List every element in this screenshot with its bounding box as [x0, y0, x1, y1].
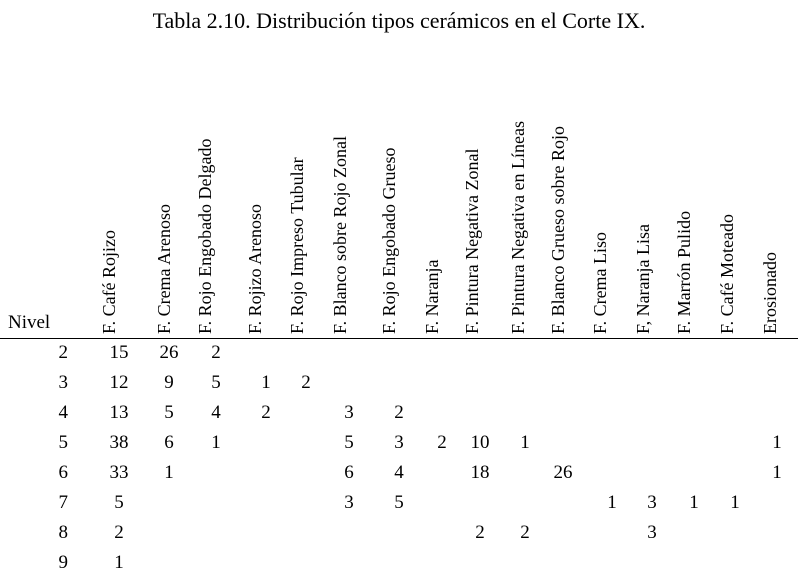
count-cell: 3 [394, 432, 404, 453]
count-cell: 33 [109, 462, 129, 483]
table-title: Tabla 2.10. Distribución tipos cerámicos… [152, 8, 646, 33]
count-cell: 1 [211, 432, 221, 453]
count-cell: 1 [772, 432, 782, 453]
nivel-cell: 8 [58, 522, 69, 543]
count-cell: 3 [344, 402, 354, 423]
column-header: F. Rojo Engobado Delgado [195, 138, 215, 334]
column-header: Erosionado [760, 252, 780, 334]
count-cell: 4 [394, 462, 404, 483]
count-cell: 1 [772, 462, 782, 483]
nivel-cell: 2 [58, 342, 69, 363]
column-header: F. Naranja [422, 259, 442, 334]
nivel-column-header: Nivel [8, 312, 51, 333]
nivel-cell: 3 [58, 372, 69, 393]
table-row: 2 15 26 2 [0, 342, 798, 368]
count-cell: 2 [437, 432, 447, 453]
count-cell: 5 [344, 432, 354, 453]
count-cell: 13 [109, 402, 129, 423]
table-row: 3 12 9 5 1 2 [0, 372, 798, 398]
nivel-cell: 9 [58, 552, 69, 573]
count-cell: 1 [164, 462, 174, 483]
column-header: F. Marrón Pulido [674, 210, 694, 334]
count-cell: 1 [689, 492, 699, 513]
count-cell: 15 [109, 342, 129, 363]
count-cell: 10 [470, 432, 490, 453]
count-cell: 12 [109, 372, 129, 393]
count-cell: 5 [394, 492, 404, 513]
nivel-cell: 4 [58, 402, 69, 423]
header-rule [0, 338, 798, 339]
count-cell: 9 [164, 372, 174, 393]
column-header: F. Café Rojizo [99, 229, 119, 334]
count-cell: 1 [114, 552, 124, 573]
count-cell: 5 [164, 402, 174, 423]
column-header: F. Café Moteado [717, 213, 737, 334]
count-cell: 4 [211, 402, 221, 423]
count-cell: 1 [730, 492, 740, 513]
count-cell: 6 [344, 462, 354, 483]
table-row: 7 5 3 5 1 3 1 1 [0, 492, 798, 518]
count-cell: 26 [553, 462, 573, 483]
count-cell: 3 [344, 492, 354, 513]
nivel-cell: 5 [58, 432, 69, 453]
count-cell: 2 [520, 522, 530, 543]
table-row: 4 13 5 4 2 3 2 [0, 402, 798, 428]
column-header: F. Blanco Grueso sobre Rojo [548, 125, 568, 334]
count-cell: 1 [520, 432, 530, 453]
column-header: F. Pintura Negativa en Líneas [508, 120, 528, 334]
count-cell: 1 [607, 492, 617, 513]
column-header: F. Crema Liso [590, 231, 610, 334]
count-cell: 3 [647, 522, 657, 543]
nivel-cell: 6 [58, 462, 69, 483]
count-cell: 3 [647, 492, 657, 513]
count-cell: 2 [394, 402, 404, 423]
count-cell: 2 [475, 522, 485, 543]
column-header: F. Crema Arenoso [154, 203, 174, 334]
count-cell: 5 [211, 372, 221, 393]
count-cell: 26 [159, 342, 179, 363]
count-cell: 1 [261, 372, 271, 393]
count-cell: 6 [164, 432, 174, 453]
count-cell: 2 [114, 522, 124, 543]
column-header: F, Naranja Lisa [633, 223, 653, 334]
count-cell: 2 [211, 342, 221, 363]
table-row: 6 33 1 6 4 18 26 1 [0, 462, 798, 488]
count-cell: 38 [109, 432, 129, 453]
count-cell: 18 [470, 462, 490, 483]
count-cell: 5 [114, 492, 124, 513]
count-cell: 2 [261, 402, 271, 423]
column-header: F. Pintura Negativa Zonal [462, 148, 482, 334]
column-header: F. Blanco sobre Rojo Zonal [330, 135, 350, 334]
column-header: F. Rojo Engobado Grueso [379, 147, 399, 334]
table-row: 8 2 2 2 3 [0, 522, 798, 548]
table-row: 5 38 6 1 5 3 2 10 1 1 [0, 432, 798, 458]
column-header: F. Rojizo Arenoso [245, 203, 265, 334]
nivel-cell: 7 [58, 492, 69, 513]
column-header: F. Rojo Impreso Tubular [287, 157, 307, 334]
count-cell: 2 [301, 372, 311, 393]
